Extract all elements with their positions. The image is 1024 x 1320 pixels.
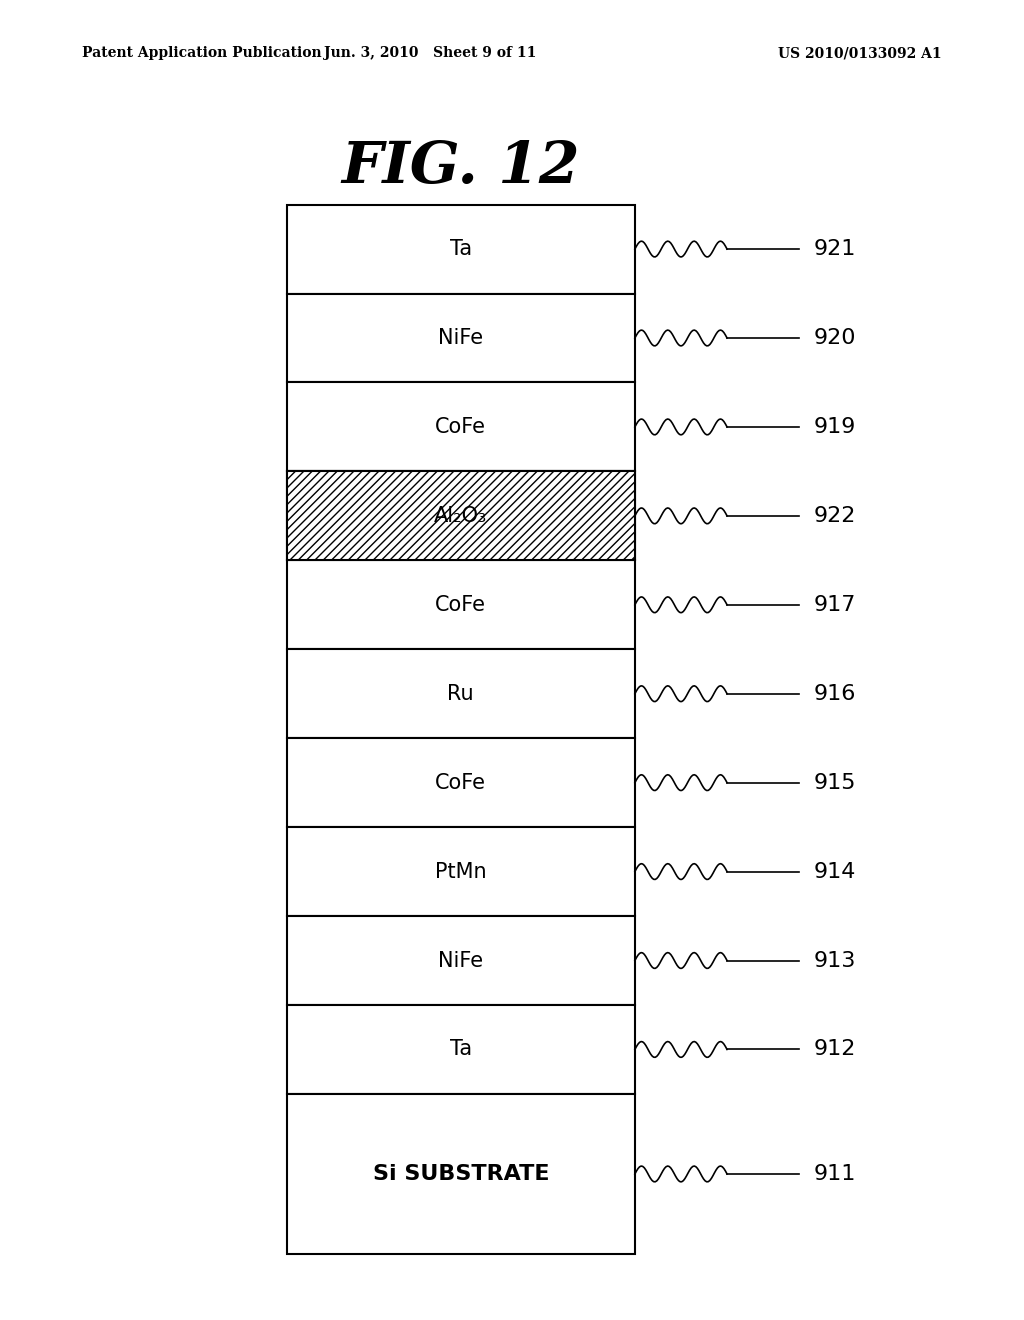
Text: US 2010/0133092 A1: US 2010/0133092 A1 — [778, 46, 942, 61]
Text: Si SUBSTRATE: Si SUBSTRATE — [373, 1164, 549, 1184]
Bar — [287, 916, 635, 1005]
Text: 912: 912 — [814, 1039, 856, 1060]
Bar — [287, 383, 635, 471]
Text: 920: 920 — [814, 327, 857, 348]
Text: Al₂O₃: Al₂O₃ — [434, 506, 487, 525]
Text: 914: 914 — [814, 862, 856, 882]
Bar — [287, 471, 635, 560]
Bar — [287, 1094, 635, 1254]
Text: 915: 915 — [814, 772, 857, 792]
Bar — [287, 293, 635, 383]
Bar — [287, 471, 635, 560]
Bar — [287, 738, 635, 828]
Text: 913: 913 — [814, 950, 856, 970]
Text: Ru: Ru — [447, 684, 474, 704]
Bar — [287, 1005, 635, 1094]
Bar — [287, 828, 635, 916]
Text: NiFe: NiFe — [438, 950, 483, 970]
Text: Jun. 3, 2010   Sheet 9 of 11: Jun. 3, 2010 Sheet 9 of 11 — [324, 46, 537, 61]
Text: Ta: Ta — [450, 239, 472, 259]
Bar — [287, 205, 635, 293]
Text: 911: 911 — [814, 1164, 856, 1184]
Bar — [287, 560, 635, 649]
Text: PtMn: PtMn — [435, 862, 486, 882]
Text: Ta: Ta — [450, 1039, 472, 1060]
Text: CoFe: CoFe — [435, 772, 486, 792]
Text: 919: 919 — [814, 417, 856, 437]
Text: CoFe: CoFe — [435, 417, 486, 437]
Text: 922: 922 — [814, 506, 856, 525]
Text: 917: 917 — [814, 595, 856, 615]
Bar — [287, 649, 635, 738]
Text: FIG. 12: FIG. 12 — [342, 139, 580, 195]
Text: CoFe: CoFe — [435, 595, 486, 615]
Text: 921: 921 — [814, 239, 856, 259]
Text: NiFe: NiFe — [438, 327, 483, 348]
Text: Patent Application Publication: Patent Application Publication — [82, 46, 322, 61]
Text: 916: 916 — [814, 684, 856, 704]
